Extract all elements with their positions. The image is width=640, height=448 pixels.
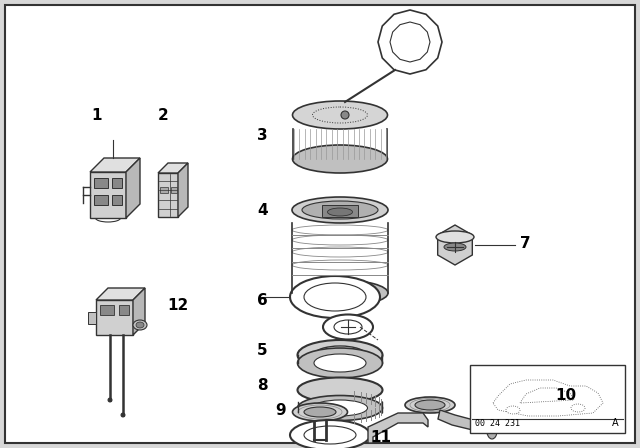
- Ellipse shape: [506, 406, 520, 414]
- Ellipse shape: [312, 400, 367, 416]
- Text: 11: 11: [370, 430, 391, 445]
- Ellipse shape: [487, 423, 497, 439]
- Ellipse shape: [304, 426, 356, 444]
- Bar: [112, 178, 122, 188]
- Ellipse shape: [304, 283, 366, 311]
- Polygon shape: [178, 163, 188, 217]
- Bar: [94, 195, 108, 205]
- Ellipse shape: [302, 201, 378, 219]
- Bar: [112, 195, 122, 205]
- Polygon shape: [158, 173, 178, 217]
- Text: 12: 12: [168, 298, 189, 313]
- Polygon shape: [438, 410, 492, 435]
- Bar: [94, 178, 108, 188]
- Text: 7: 7: [520, 236, 531, 251]
- Bar: [88, 312, 96, 324]
- Ellipse shape: [290, 420, 370, 448]
- Polygon shape: [90, 172, 126, 218]
- Circle shape: [108, 398, 112, 402]
- Ellipse shape: [292, 403, 348, 421]
- Text: 1: 1: [92, 108, 102, 123]
- Ellipse shape: [292, 145, 387, 173]
- Ellipse shape: [415, 400, 445, 410]
- Polygon shape: [520, 388, 574, 403]
- Bar: [470, 365, 625, 433]
- Polygon shape: [390, 22, 430, 62]
- Ellipse shape: [405, 397, 455, 413]
- Bar: [100, 305, 114, 315]
- Text: 10: 10: [555, 388, 576, 403]
- Ellipse shape: [436, 231, 474, 243]
- Ellipse shape: [298, 340, 383, 370]
- Ellipse shape: [314, 346, 366, 364]
- Text: 00 24 231: 00 24 231: [475, 419, 520, 428]
- Ellipse shape: [444, 243, 466, 251]
- Text: 9: 9: [275, 403, 285, 418]
- Text: 3: 3: [257, 128, 268, 143]
- Circle shape: [341, 111, 349, 119]
- Ellipse shape: [298, 348, 383, 378]
- Ellipse shape: [314, 354, 366, 372]
- Ellipse shape: [334, 320, 362, 334]
- Ellipse shape: [304, 407, 336, 417]
- Bar: [171, 187, 177, 193]
- Polygon shape: [438, 225, 472, 265]
- Ellipse shape: [298, 378, 383, 402]
- Polygon shape: [96, 300, 133, 335]
- Ellipse shape: [323, 314, 373, 340]
- Bar: [322, 205, 358, 217]
- Polygon shape: [126, 158, 140, 218]
- Polygon shape: [378, 10, 442, 74]
- Text: 5: 5: [257, 343, 268, 358]
- Ellipse shape: [133, 320, 147, 330]
- Ellipse shape: [136, 322, 144, 328]
- Ellipse shape: [328, 208, 353, 216]
- Text: 4: 4: [257, 203, 268, 218]
- Bar: [160, 187, 168, 193]
- Ellipse shape: [292, 101, 387, 129]
- Polygon shape: [133, 288, 145, 335]
- Text: 8: 8: [257, 378, 268, 393]
- Polygon shape: [158, 163, 188, 173]
- Text: 6: 6: [257, 293, 268, 308]
- Text: 2: 2: [157, 108, 168, 123]
- Ellipse shape: [292, 280, 388, 306]
- Polygon shape: [90, 158, 140, 172]
- Text: A: A: [612, 418, 618, 428]
- Ellipse shape: [298, 396, 383, 421]
- Ellipse shape: [571, 404, 585, 412]
- Circle shape: [121, 413, 125, 417]
- Polygon shape: [368, 413, 428, 443]
- Polygon shape: [493, 380, 603, 416]
- Ellipse shape: [292, 197, 388, 223]
- Bar: [119, 305, 129, 315]
- Polygon shape: [96, 288, 145, 300]
- Ellipse shape: [290, 276, 380, 318]
